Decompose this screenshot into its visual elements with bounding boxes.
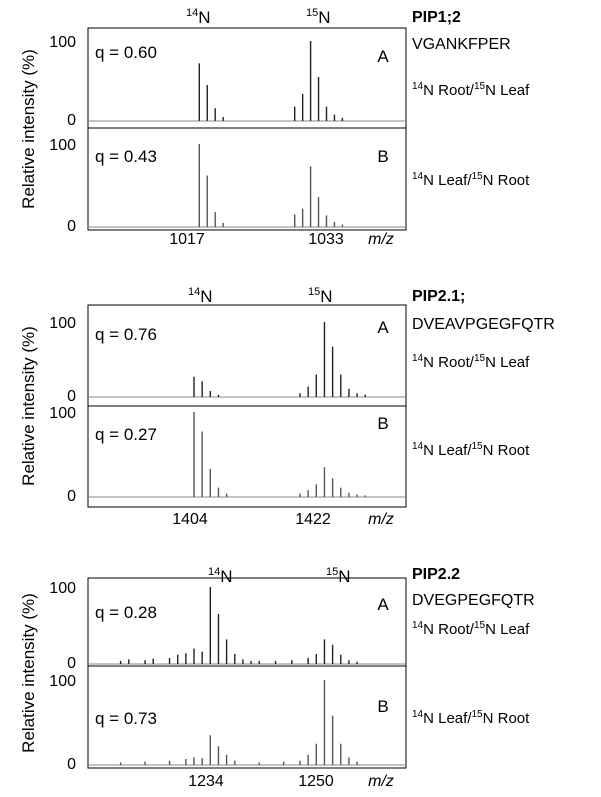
panel-description-fig3-A-part-1: N Root/ [423, 621, 475, 638]
y-axis-label-fig3: Relative intensity (%) [19, 593, 38, 753]
panel-description-fig1-B-part-1: N Leaf/ [423, 172, 472, 189]
peptide-sequence-fig3: DVEGPEGFQTR [412, 592, 535, 609]
panel-description-fig3-B-part-0: 14 [412, 709, 424, 720]
ytick-0-fig3-B: 0 [67, 756, 76, 773]
panel-description-fig2-A-part-3: N Leaf [485, 354, 530, 371]
panel-letter-fig3-B: B [377, 697, 388, 716]
panel-description-fig1-A-part-3: N Leaf [485, 82, 530, 99]
panel-description-fig3-B-part-2: 15 [472, 709, 484, 720]
iso-label-14n-fig3: 14N [208, 566, 233, 586]
xtick-1033: 1033 [308, 231, 344, 248]
iso-label-15n-fig3: 15N [326, 566, 351, 586]
panel-description-fig2-A: 14N Root/15N Leaf [412, 353, 530, 371]
protein-name-fig1: PIP1;2 [412, 9, 461, 26]
panel-description-fig2-B-part-1: N Leaf/ [423, 442, 472, 459]
panel-frame-fig2-A [87, 304, 407, 407]
panel-letter-fig3-A: A [377, 595, 389, 614]
iso-label-14n-fig2-element: N [200, 287, 212, 306]
panel-letter-fig2-B: B [377, 414, 388, 433]
panel-description-fig2-A-part-2: 15 [474, 353, 486, 364]
panel-description-fig1-B-part-2: 15 [472, 171, 484, 182]
iso-label-15n-fig3-mass: 15 [326, 566, 338, 578]
y-axis-label-fig2: Relative intensity (%) [19, 326, 38, 486]
panel-description-fig2-B-part-3: N Root [483, 442, 531, 459]
ytick-100-fig1-A: 100 [49, 34, 76, 51]
ytick-100-fig3-A: 100 [49, 580, 76, 597]
iso-label-14n-fig2: 14N [188, 286, 213, 306]
iso-label-15n-fig1: 15N [306, 7, 331, 27]
peptide-sequence-fig2: DVEAVPGEGFQTR [412, 316, 555, 333]
panel-frame-fig3-A [87, 577, 407, 667]
ytick-100-fig3-B: 100 [49, 673, 76, 690]
q-value-fig1-B: q = 0.43 [95, 147, 157, 166]
panel-description-fig2-B-part-0: 14 [412, 441, 424, 452]
ytick-0-fig2-B: 0 [67, 488, 76, 505]
x-axis-unit-fig1: m/z [368, 231, 394, 248]
x-axis-unit-fig3: m/z [368, 773, 394, 790]
ytick-100-fig2-B: 100 [49, 405, 76, 422]
panel-description-fig1-A-part-0: 14 [412, 81, 424, 92]
iso-label-14n-fig1-element: N [198, 8, 210, 27]
q-value-fig1-A: q = 0.60 [95, 43, 157, 62]
panel-description-fig2-B: 14N Leaf/15N Root [412, 441, 530, 459]
panel-description-fig1-B-part-3: N Root [483, 172, 531, 189]
ytick-100-fig2-A: 100 [49, 315, 76, 332]
ytick-0-fig3-A: 0 [67, 655, 76, 672]
q-value-fig2-A: q = 0.76 [95, 325, 157, 344]
xtick-1250: 1250 [298, 773, 334, 790]
panel-description-fig3-A: 14N Root/15N Leaf [412, 620, 530, 638]
iso-label-15n-fig3-element: N [338, 567, 350, 586]
ytick-0-fig2-A: 0 [67, 388, 76, 405]
xtick-1017: 1017 [169, 231, 205, 248]
panel-letter-fig2-A: A [377, 318, 389, 337]
y-axis-label-fig1: Relative intensity (%) [19, 49, 38, 209]
ytick-0-fig1-A: 0 [67, 112, 76, 129]
iso-label-15n-fig2-element: N [320, 287, 332, 306]
iso-label-14n-fig1-mass: 14 [186, 7, 198, 19]
ytick-100-fig1-B: 100 [49, 137, 76, 154]
panel-frame-fig1-B [87, 127, 407, 231]
iso-label-14n-fig3-mass: 14 [208, 566, 220, 578]
iso-label-15n-fig2: 15N [308, 286, 333, 306]
panel-description-fig1-A: 14N Root/15N Leaf [412, 81, 530, 99]
protein-name-fig3: PIP2.2 [412, 566, 460, 583]
panel-description-fig3-A-part-3: N Leaf [485, 621, 530, 638]
iso-label-15n-fig2-mass: 15 [308, 286, 320, 298]
q-value-fig2-B: q = 0.27 [95, 425, 157, 444]
protein-name-fig2: PIP2.1; [412, 288, 465, 305]
panel-description-fig3-B: 14N Leaf/15N Root [412, 709, 530, 727]
xtick-1404: 1404 [172, 511, 208, 528]
peptide-sequence-fig1: VGANKFPER [412, 36, 511, 53]
q-value-fig3-B: q = 0.73 [95, 709, 157, 728]
panel-description-fig3-A-part-2: 15 [474, 620, 486, 631]
panel-description-fig2-A-part-0: 14 [412, 353, 424, 364]
panel-description-fig3-B-part-3: N Root [483, 710, 531, 727]
panel-description-fig3-A-part-0: 14 [412, 620, 424, 631]
panel-letter-fig1-A: A [377, 47, 389, 66]
panel-frame-fig2-B [87, 405, 407, 508]
panel-description-fig1-B: 14N Leaf/15N Root [412, 171, 530, 189]
ytick-0-fig1-B: 0 [67, 218, 76, 235]
iso-label-14n-fig1: 14N [186, 7, 211, 27]
q-value-fig3-A: q = 0.28 [95, 603, 157, 622]
panel-description-fig1-B-part-0: 14 [412, 171, 424, 182]
panel-description-fig2-B-part-2: 15 [472, 441, 484, 452]
panel-description-fig3-B-part-1: N Leaf/ [423, 710, 472, 727]
iso-label-14n-fig2-mass: 14 [188, 286, 200, 298]
panel-frame-fig3-B [87, 665, 407, 769]
iso-label-14n-fig3-element: N [220, 567, 232, 586]
xtick-1234: 1234 [188, 773, 224, 790]
x-axis-unit-fig2: m/z [368, 511, 394, 528]
panel-description-fig2-A-part-1: N Root/ [423, 354, 475, 371]
iso-label-15n-fig1-element: N [318, 8, 330, 27]
panel-letter-fig1-B: B [377, 147, 388, 166]
iso-label-15n-fig1-mass: 15 [306, 7, 318, 19]
panel-description-fig1-A-part-1: N Root/ [423, 82, 475, 99]
panel-description-fig1-A-part-2: 15 [474, 81, 486, 92]
xtick-1422: 1422 [295, 511, 331, 528]
